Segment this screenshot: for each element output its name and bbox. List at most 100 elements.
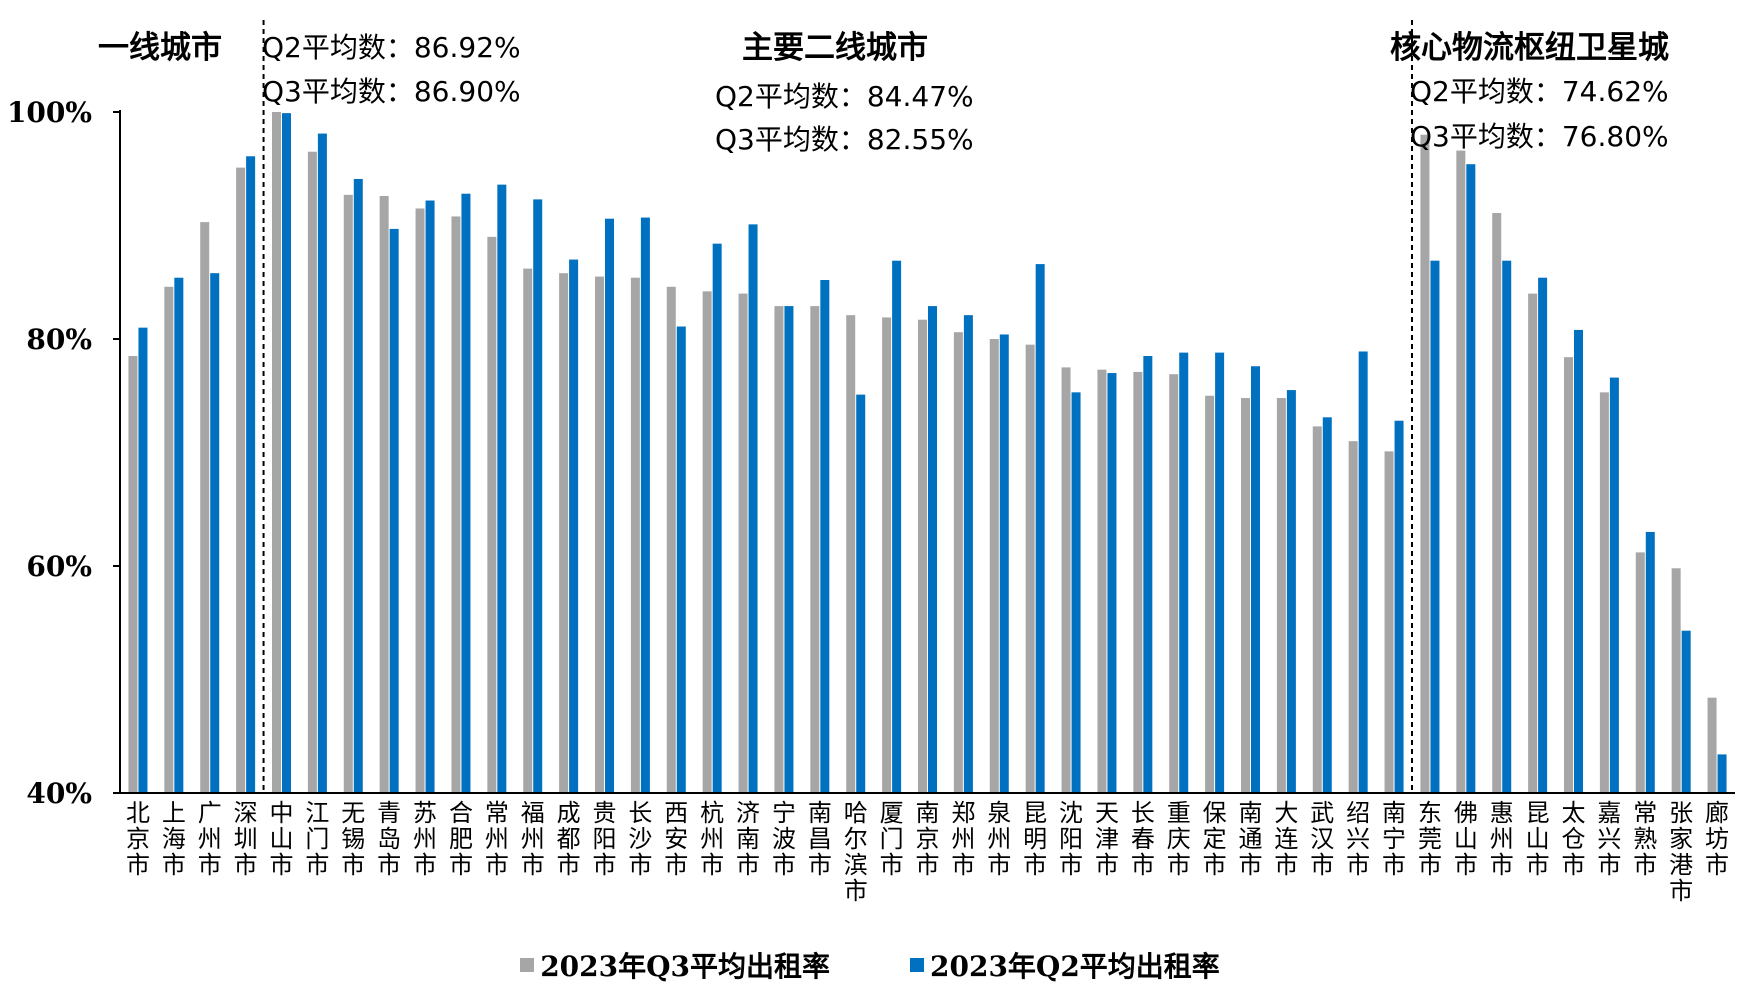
- bar-q2: [1717, 754, 1727, 793]
- x-tick-label: 嘉兴市: [1597, 799, 1621, 879]
- bar-q2: [1394, 420, 1404, 793]
- bar-q3: [630, 277, 640, 794]
- bar-q3: [846, 315, 856, 793]
- bar-q3: [164, 286, 174, 793]
- bar-q3: [1169, 374, 1179, 793]
- bar-q2: [1035, 264, 1045, 794]
- x-tick-label: 天津市: [1095, 799, 1119, 879]
- x-tick-label: 昆明市: [1023, 799, 1047, 879]
- x-tick-label: 沈阳市: [1059, 799, 1083, 879]
- legend: 2023年Q3平均出租率 2023年Q2平均出租率: [0, 945, 1740, 985]
- bar-q2: [892, 260, 902, 793]
- group-q3-avg-tier1: Q3平均数：86.90%: [262, 75, 521, 108]
- bar-q3: [307, 151, 317, 794]
- group-q2-avg-tier1: Q2平均数：86.92%: [262, 31, 521, 64]
- group-title-tier1: 一线城市: [98, 30, 222, 66]
- x-tick-label: 张家港市: [1669, 799, 1693, 905]
- bar-q3: [1205, 395, 1215, 793]
- x-tick-label: 南宁市: [1382, 799, 1406, 879]
- bar-q3: [1025, 344, 1035, 793]
- bar-q2: [1071, 392, 1081, 793]
- bar-q2: [282, 113, 291, 793]
- bar-q3: [1528, 293, 1538, 793]
- bar-q3: [989, 339, 999, 793]
- group-q2-avg-satellite: Q2平均数：74.62%: [1410, 75, 1669, 108]
- bar-q2: [1179, 352, 1189, 793]
- bar-q3: [559, 273, 569, 793]
- bar-q3: [1671, 568, 1681, 793]
- x-tick-label: 无锡市: [341, 799, 365, 879]
- x-tick-label: 郑州市: [951, 799, 975, 879]
- bar-q2: [389, 228, 399, 793]
- bars: [128, 112, 1727, 794]
- bar-q3: [1420, 134, 1430, 793]
- group-q3-avg-tier2: Q3平均数：82.55%: [715, 123, 974, 156]
- bar-q3: [1312, 426, 1322, 793]
- x-tick-label: 廊坊市: [1705, 799, 1729, 879]
- bar-q2: [928, 306, 937, 793]
- bar-q2: [1502, 260, 1512, 793]
- bar-q2: [1645, 531, 1655, 793]
- bar-q3: [1276, 398, 1286, 793]
- bar-q2: [1286, 390, 1296, 793]
- bar-q3: [953, 332, 963, 793]
- x-tick-label: 南通市: [1239, 799, 1263, 879]
- bar-q2: [174, 277, 184, 794]
- bar-q2: [856, 394, 866, 793]
- group-q3-avg-satellite: Q3平均数：76.80%: [1410, 120, 1669, 153]
- x-tick-label: 保定市: [1203, 799, 1227, 879]
- bar-q3: [451, 216, 461, 794]
- bar-q3: [1061, 367, 1071, 793]
- group-dividers: [262, 20, 1413, 793]
- bar-q2: [1322, 417, 1332, 793]
- bar-q3: [1348, 441, 1358, 793]
- bar-q3: [1456, 150, 1466, 794]
- bar-q2: [1574, 329, 1583, 793]
- bar-q2: [1609, 377, 1619, 793]
- bar-q3: [702, 291, 712, 793]
- x-tick-label: 常州市: [485, 799, 509, 879]
- x-tick-label: 苏州市: [413, 799, 437, 879]
- x-tick-label: 重庆市: [1167, 799, 1191, 879]
- bar-q2: [1466, 164, 1476, 793]
- x-tick-label: 长沙市: [628, 799, 652, 879]
- bar-q2: [1538, 277, 1548, 794]
- x-tick-label: 常熟市: [1633, 799, 1657, 879]
- bar-q3: [128, 356, 138, 793]
- bar-q2: [246, 156, 256, 793]
- x-tick-label: 南京市: [916, 799, 940, 879]
- x-tick-label: 济南市: [736, 799, 760, 879]
- bar-q3: [272, 112, 281, 793]
- group-title-tier2: 主要二线城市: [742, 30, 928, 66]
- x-tick-label: 泉州市: [987, 799, 1011, 879]
- bar-q3: [236, 167, 246, 794]
- bar-q3: [1133, 371, 1143, 793]
- bar-q2: [748, 224, 758, 794]
- bar-q2: [138, 327, 148, 793]
- bar-q3: [666, 286, 676, 793]
- x-tick-label: 佛山市: [1454, 799, 1478, 879]
- bar-q3: [523, 268, 533, 793]
- bar-q3: [200, 222, 210, 794]
- bar-q2: [963, 315, 973, 793]
- bar-q2: [999, 334, 1009, 793]
- x-tick-label: 大连市: [1274, 799, 1298, 879]
- legend-swatch-q3: [520, 958, 535, 972]
- bar-q3: [1599, 392, 1609, 793]
- bar-q3: [379, 195, 389, 794]
- bar-q2: [820, 279, 830, 794]
- bar-q2: [1143, 356, 1153, 793]
- x-tick-label: 厦门市: [880, 799, 904, 879]
- y-tick-label: 80%: [26, 323, 92, 356]
- legend-item-q3: 2023年Q3平均出租率: [520, 945, 830, 985]
- bar-q3: [918, 319, 927, 793]
- x-tick-label: 广州市: [198, 799, 222, 879]
- bar-q3: [487, 236, 497, 794]
- bar-q2: [1430, 260, 1440, 793]
- group-q2-avg-tier2: Q2平均数：84.47%: [715, 80, 974, 113]
- bar-q3: [882, 317, 892, 793]
- bar-q3: [1635, 552, 1645, 793]
- bar-q3: [595, 276, 604, 793]
- bar-q3: [343, 194, 353, 794]
